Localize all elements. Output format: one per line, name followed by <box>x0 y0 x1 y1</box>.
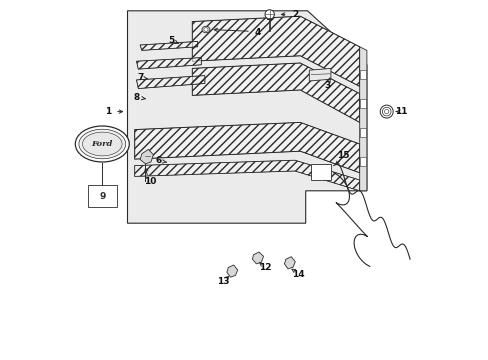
Polygon shape <box>140 41 197 50</box>
Ellipse shape <box>380 105 392 118</box>
Text: 14: 14 <box>292 270 304 279</box>
Ellipse shape <box>79 129 125 159</box>
Bar <box>360 99 365 108</box>
Bar <box>360 157 365 166</box>
Text: 13: 13 <box>216 277 229 286</box>
Polygon shape <box>310 164 330 180</box>
Ellipse shape <box>382 107 390 116</box>
Polygon shape <box>134 122 359 173</box>
Polygon shape <box>359 47 366 191</box>
Polygon shape <box>309 68 330 81</box>
Bar <box>88 185 117 207</box>
Text: 4: 4 <box>254 28 261 37</box>
Text: Ford: Ford <box>91 140 113 148</box>
Ellipse shape <box>203 28 208 31</box>
Ellipse shape <box>264 10 274 19</box>
Text: 7: 7 <box>137 73 143 82</box>
Polygon shape <box>136 76 204 89</box>
Text: 6: 6 <box>155 156 162 165</box>
Polygon shape <box>134 160 359 191</box>
Polygon shape <box>140 149 153 164</box>
Text: 15: 15 <box>337 151 349 160</box>
Ellipse shape <box>75 126 129 162</box>
Text: 12: 12 <box>259 263 271 271</box>
Ellipse shape <box>202 26 209 33</box>
Text: 8: 8 <box>133 93 140 102</box>
Text: 5: 5 <box>168 36 175 45</box>
Polygon shape <box>284 257 295 269</box>
Ellipse shape <box>384 109 388 114</box>
Text: 9: 9 <box>99 192 105 201</box>
Polygon shape <box>192 63 359 122</box>
Polygon shape <box>192 16 359 86</box>
Polygon shape <box>127 11 366 223</box>
Text: 11: 11 <box>394 107 407 116</box>
Polygon shape <box>252 252 263 264</box>
Text: 3: 3 <box>324 81 330 90</box>
Ellipse shape <box>82 132 122 156</box>
Text: 2: 2 <box>291 10 297 19</box>
Polygon shape <box>226 265 237 277</box>
Text: 1: 1 <box>104 107 111 116</box>
Polygon shape <box>136 58 201 69</box>
Text: 10: 10 <box>143 177 156 186</box>
Bar <box>360 70 365 79</box>
Bar <box>360 128 365 137</box>
